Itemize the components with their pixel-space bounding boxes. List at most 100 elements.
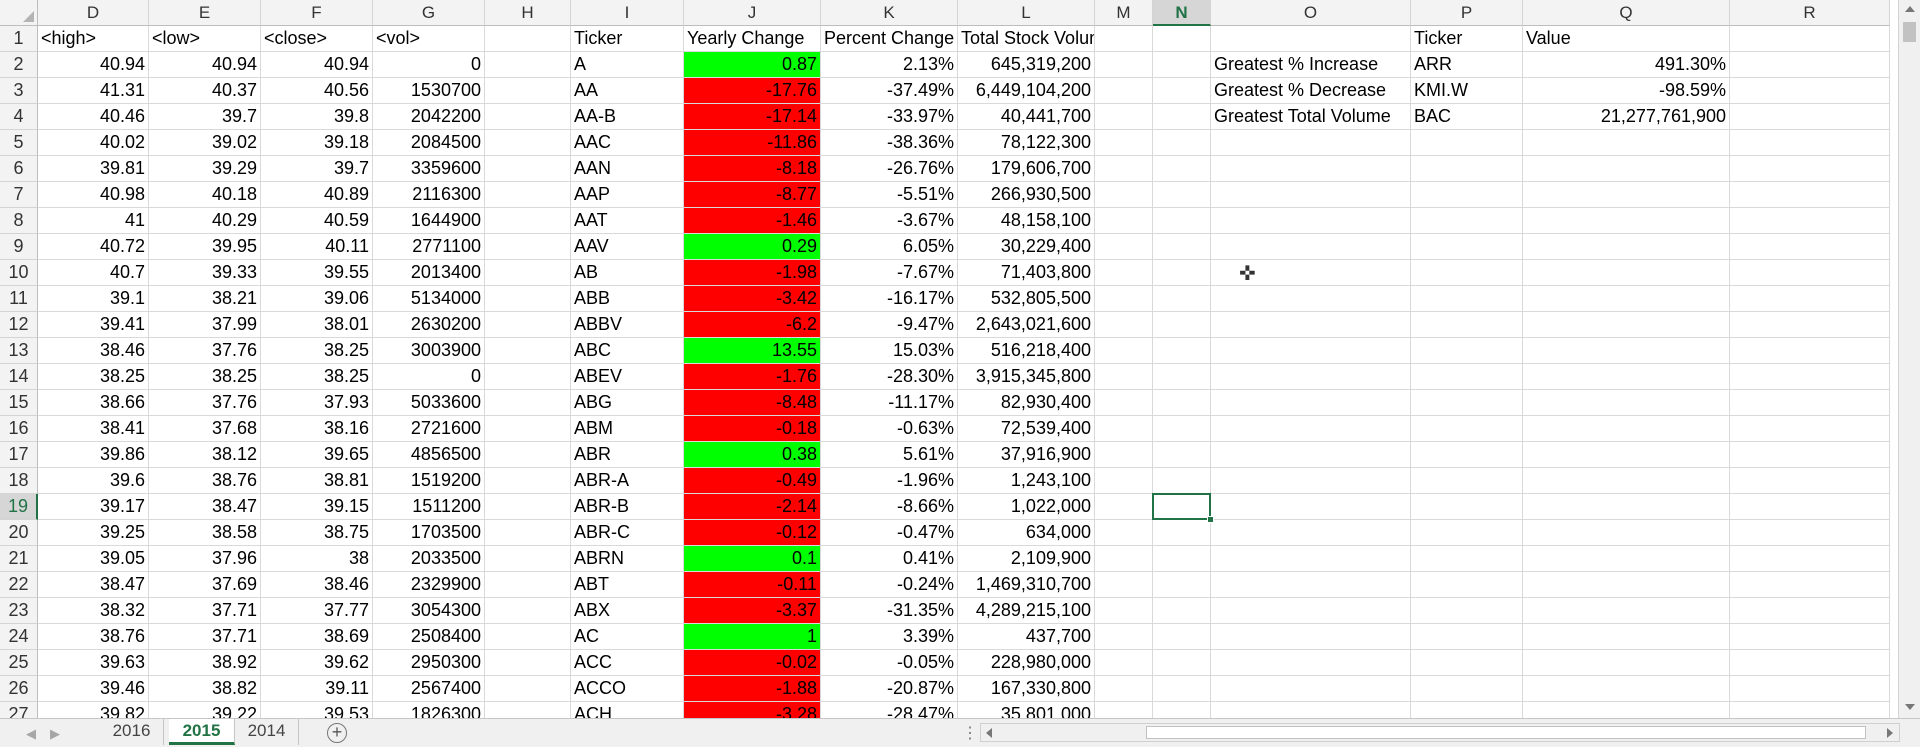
cell-r14[interactable] bbox=[1730, 364, 1890, 390]
data-cell-d10[interactable]: 40.7 bbox=[38, 260, 149, 286]
cell-o16[interactable] bbox=[1211, 416, 1411, 442]
cell-n14[interactable] bbox=[1153, 364, 1211, 390]
data-cell-d20[interactable]: 39.25 bbox=[38, 520, 149, 546]
data-cell-l20[interactable]: 634,000 bbox=[958, 520, 1095, 546]
data-cell-d4[interactable]: 40.46 bbox=[38, 104, 149, 130]
cell-o10[interactable] bbox=[1211, 260, 1411, 286]
cell-h7[interactable] bbox=[485, 182, 571, 208]
cell-q21[interactable] bbox=[1523, 546, 1730, 572]
cell-n20[interactable] bbox=[1153, 520, 1211, 546]
data-cell-l24[interactable]: 437,700 bbox=[958, 624, 1095, 650]
data-cell-e2[interactable]: 40.94 bbox=[149, 52, 261, 78]
column-header-i[interactable]: I bbox=[571, 0, 684, 26]
data-cell-k17[interactable]: 5.61% bbox=[821, 442, 958, 468]
data-cell-f11[interactable]: 39.06 bbox=[261, 286, 373, 312]
data-cell-k24[interactable]: 3.39% bbox=[821, 624, 958, 650]
row-header-2[interactable]: 2 bbox=[0, 52, 38, 78]
data-cell-i21[interactable]: ABRN bbox=[571, 546, 684, 572]
row-header-1[interactable]: 1 bbox=[0, 26, 38, 52]
data-cell-i9[interactable]: AAV bbox=[571, 234, 684, 260]
cell-p8[interactable] bbox=[1411, 208, 1523, 234]
cell-p5[interactable] bbox=[1411, 130, 1523, 156]
data-cell-f17[interactable]: 39.65 bbox=[261, 442, 373, 468]
cell-h24[interactable] bbox=[485, 624, 571, 650]
data-cell-f26[interactable]: 39.11 bbox=[261, 676, 373, 702]
data-cell-k25[interactable]: -0.05% bbox=[821, 650, 958, 676]
cell-p21[interactable] bbox=[1411, 546, 1523, 572]
row-header-19[interactable]: 19 bbox=[0, 494, 38, 520]
cell-h3[interactable] bbox=[485, 78, 571, 104]
cell-r22[interactable] bbox=[1730, 572, 1890, 598]
data-cell-g18[interactable]: 1519200 bbox=[373, 468, 485, 494]
summary-header-value[interactable]: Value bbox=[1523, 26, 1730, 52]
cell-m21[interactable] bbox=[1095, 546, 1153, 572]
data-cell-l7[interactable]: 266,930,500 bbox=[958, 182, 1095, 208]
cell-n2[interactable] bbox=[1153, 52, 1211, 78]
cell-q20[interactable] bbox=[1523, 520, 1730, 546]
chevron-left-icon[interactable]: ◀ bbox=[26, 726, 36, 741]
data-cell-i8[interactable]: AAT bbox=[571, 208, 684, 234]
data-cell-l8[interactable]: 48,158,100 bbox=[958, 208, 1095, 234]
cell-r26[interactable] bbox=[1730, 676, 1890, 702]
cell-h5[interactable] bbox=[485, 130, 571, 156]
data-cell-l9[interactable]: 30,229,400 bbox=[958, 234, 1095, 260]
cell-q10[interactable] bbox=[1523, 260, 1730, 286]
data-cell-i22[interactable]: ABT bbox=[571, 572, 684, 598]
data-cell-g5[interactable]: 2084500 bbox=[373, 130, 485, 156]
column-header-d[interactable]: D bbox=[38, 0, 149, 26]
cell-h8[interactable] bbox=[485, 208, 571, 234]
cell-n13[interactable] bbox=[1153, 338, 1211, 364]
cell-m3[interactable] bbox=[1095, 78, 1153, 104]
cell-h13[interactable] bbox=[485, 338, 571, 364]
summary-ticker[interactable]: BAC bbox=[1411, 104, 1523, 130]
data-cell-j15[interactable]: -8.48 bbox=[684, 390, 821, 416]
cell-h23[interactable] bbox=[485, 598, 571, 624]
row-header-25[interactable]: 25 bbox=[0, 650, 38, 676]
data-cell-d12[interactable]: 39.41 bbox=[38, 312, 149, 338]
data-cell-j26[interactable]: -1.88 bbox=[684, 676, 821, 702]
data-cell-e4[interactable]: 39.7 bbox=[149, 104, 261, 130]
data-cell-l11[interactable]: 532,805,500 bbox=[958, 286, 1095, 312]
sheet-tab-2015[interactable]: 2015 bbox=[169, 719, 235, 745]
column-header-m[interactable]: M bbox=[1095, 0, 1153, 26]
cell-r6[interactable] bbox=[1730, 156, 1890, 182]
cell-o18[interactable] bbox=[1211, 468, 1411, 494]
cell-m8[interactable] bbox=[1095, 208, 1153, 234]
cell-m9[interactable] bbox=[1095, 234, 1153, 260]
data-cell-d25[interactable]: 39.63 bbox=[38, 650, 149, 676]
row-header-11[interactable]: 11 bbox=[0, 286, 38, 312]
cell-h26[interactable] bbox=[485, 676, 571, 702]
cell-r9[interactable] bbox=[1730, 234, 1890, 260]
vertical-scroll-thumb[interactable] bbox=[1903, 22, 1916, 42]
data-cell-j11[interactable]: -3.42 bbox=[684, 286, 821, 312]
cell-q11[interactable] bbox=[1523, 286, 1730, 312]
data-cell-i19[interactable]: ABR-B bbox=[571, 494, 684, 520]
cell-m17[interactable] bbox=[1095, 442, 1153, 468]
data-cell-d15[interactable]: 38.66 bbox=[38, 390, 149, 416]
cell-m22[interactable] bbox=[1095, 572, 1153, 598]
cell-r8[interactable] bbox=[1730, 208, 1890, 234]
data-cell-j21[interactable]: 0.1 bbox=[684, 546, 821, 572]
data-cell-l2[interactable]: 645,319,200 bbox=[958, 52, 1095, 78]
cell-r25[interactable] bbox=[1730, 650, 1890, 676]
data-cell-d6[interactable]: 39.81 bbox=[38, 156, 149, 182]
data-cell-j25[interactable]: -0.02 bbox=[684, 650, 821, 676]
cell-n18[interactable] bbox=[1153, 468, 1211, 494]
cell-h18[interactable] bbox=[485, 468, 571, 494]
cell-h11[interactable] bbox=[485, 286, 571, 312]
cell-m23[interactable] bbox=[1095, 598, 1153, 624]
cell-r21[interactable] bbox=[1730, 546, 1890, 572]
cell-q23[interactable] bbox=[1523, 598, 1730, 624]
cell-r3[interactable] bbox=[1730, 78, 1890, 104]
data-cell-f4[interactable]: 39.8 bbox=[261, 104, 373, 130]
data-cell-g4[interactable]: 2042200 bbox=[373, 104, 485, 130]
cell-h17[interactable] bbox=[485, 442, 571, 468]
cell-h16[interactable] bbox=[485, 416, 571, 442]
data-cell-i3[interactable]: AA bbox=[571, 78, 684, 104]
cell-q14[interactable] bbox=[1523, 364, 1730, 390]
data-cell-g12[interactable]: 2630200 bbox=[373, 312, 485, 338]
data-cell-j6[interactable]: -8.18 bbox=[684, 156, 821, 182]
cell-o9[interactable] bbox=[1211, 234, 1411, 260]
data-cell-j18[interactable]: -0.49 bbox=[684, 468, 821, 494]
row-header-20[interactable]: 20 bbox=[0, 520, 38, 546]
